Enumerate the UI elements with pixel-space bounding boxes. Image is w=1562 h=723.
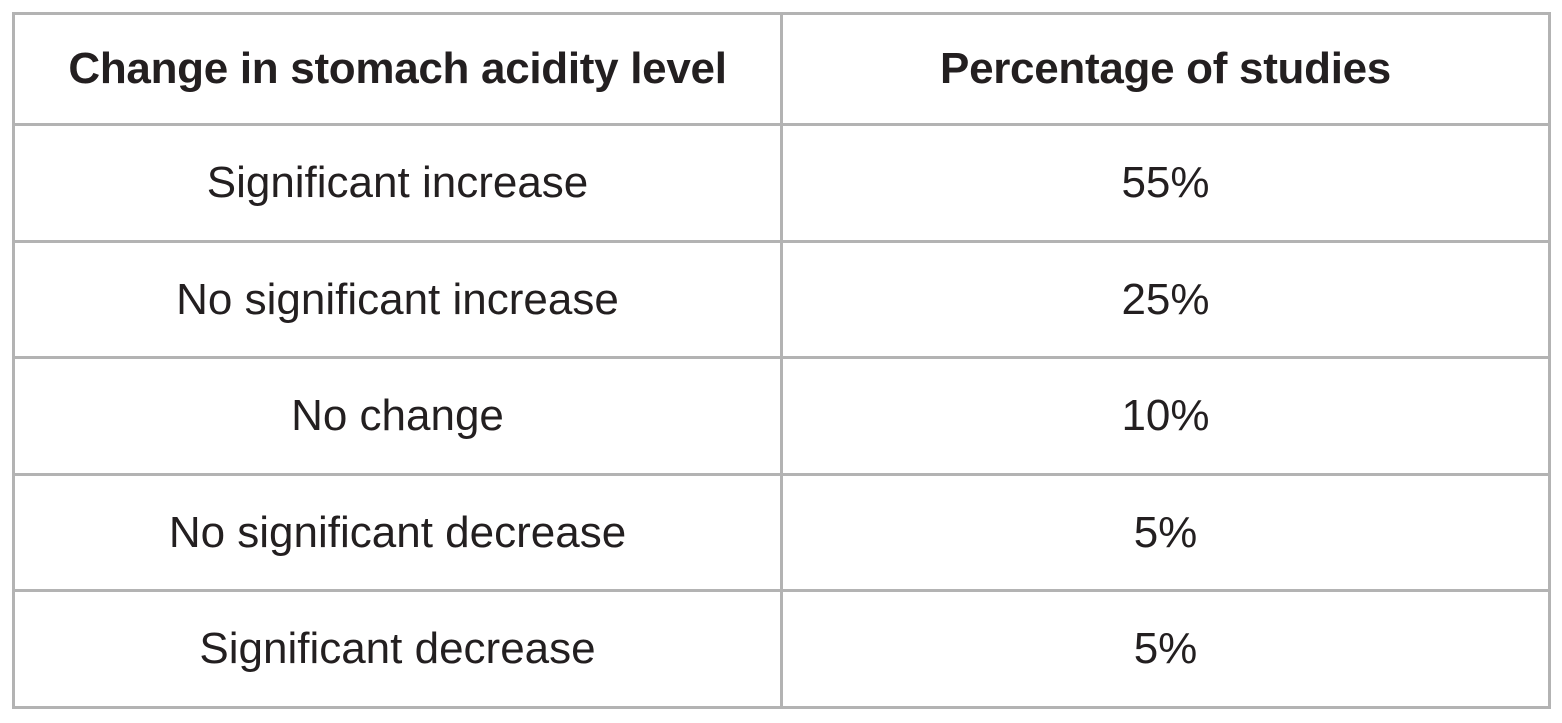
header-percentage-of-studies: Percentage of studies — [780, 11, 1551, 127]
cell-percentage: 5% — [780, 589, 1551, 709]
table-header-row: Change in stomach acidity level Percenta… — [12, 11, 1551, 127]
table-row: Significant increase 55% — [12, 123, 1551, 243]
cell-percentage: 5% — [780, 472, 1551, 593]
cell-change: No significant increase — [12, 239, 783, 360]
table-row: No significant decrease 5% — [12, 472, 1551, 593]
table-row: Significant decrease 5% — [12, 589, 1551, 709]
table-row: No change 10% — [12, 356, 1551, 476]
cell-percentage: 25% — [780, 239, 1551, 360]
cell-percentage: 10% — [780, 356, 1551, 476]
cell-percentage: 55% — [780, 123, 1551, 243]
data-table: Change in stomach acidity level Percenta… — [12, 11, 1551, 709]
header-change-in-acidity: Change in stomach acidity level — [12, 11, 783, 127]
cell-change: Significant decrease — [12, 589, 783, 709]
table-row: No significant increase 25% — [12, 239, 1551, 360]
cell-change: No significant decrease — [12, 472, 783, 593]
cell-change: Significant increase — [12, 123, 783, 243]
cell-change: No change — [12, 356, 783, 476]
